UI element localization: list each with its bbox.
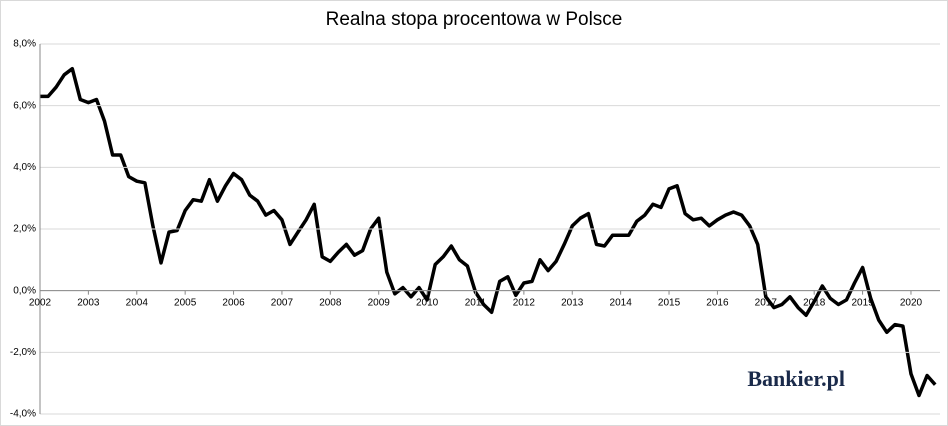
x-tick-label: 2016 [706, 297, 729, 308]
x-tick-label: 2005 [174, 297, 197, 308]
x-tick-label: 2014 [610, 297, 633, 308]
y-tick-label: 0,0% [13, 285, 36, 296]
x-tick-label: 2002 [29, 297, 52, 308]
x-tick-label: 2008 [319, 297, 342, 308]
y-tick-label: -4,0% [10, 409, 36, 420]
x-tick-label: 2009 [368, 297, 391, 308]
x-tick-label: 2012 [513, 297, 536, 308]
x-tick-label: 2017 [755, 297, 778, 308]
x-tick-label: 2020 [900, 297, 923, 308]
y-tick-label: 8,0% [13, 39, 36, 50]
x-tick-label: 2018 [803, 297, 826, 308]
x-tick-label: 2003 [77, 297, 100, 308]
chart-title: Realna stopa procentowa w Polsce [326, 9, 623, 30]
x-tick-label: 2019 [851, 297, 874, 308]
x-tick-label: 2011 [465, 297, 487, 308]
x-tick-label: 2010 [416, 297, 439, 308]
x-tick-label: 2015 [658, 297, 681, 308]
x-tick-label: 2006 [222, 297, 245, 308]
line-series [40, 66, 937, 398]
y-tick-label: 2,0% [13, 224, 36, 235]
y-tick-label: -2,0% [10, 347, 36, 358]
x-tick-label: 2013 [561, 297, 584, 308]
watermark: Bankier.pl [747, 366, 845, 391]
y-tick-label: 6,0% [13, 100, 36, 111]
y-tick-label: 4,0% [13, 162, 36, 173]
x-tick-label: 2007 [271, 297, 294, 308]
x-tick-label: 2004 [126, 297, 149, 308]
